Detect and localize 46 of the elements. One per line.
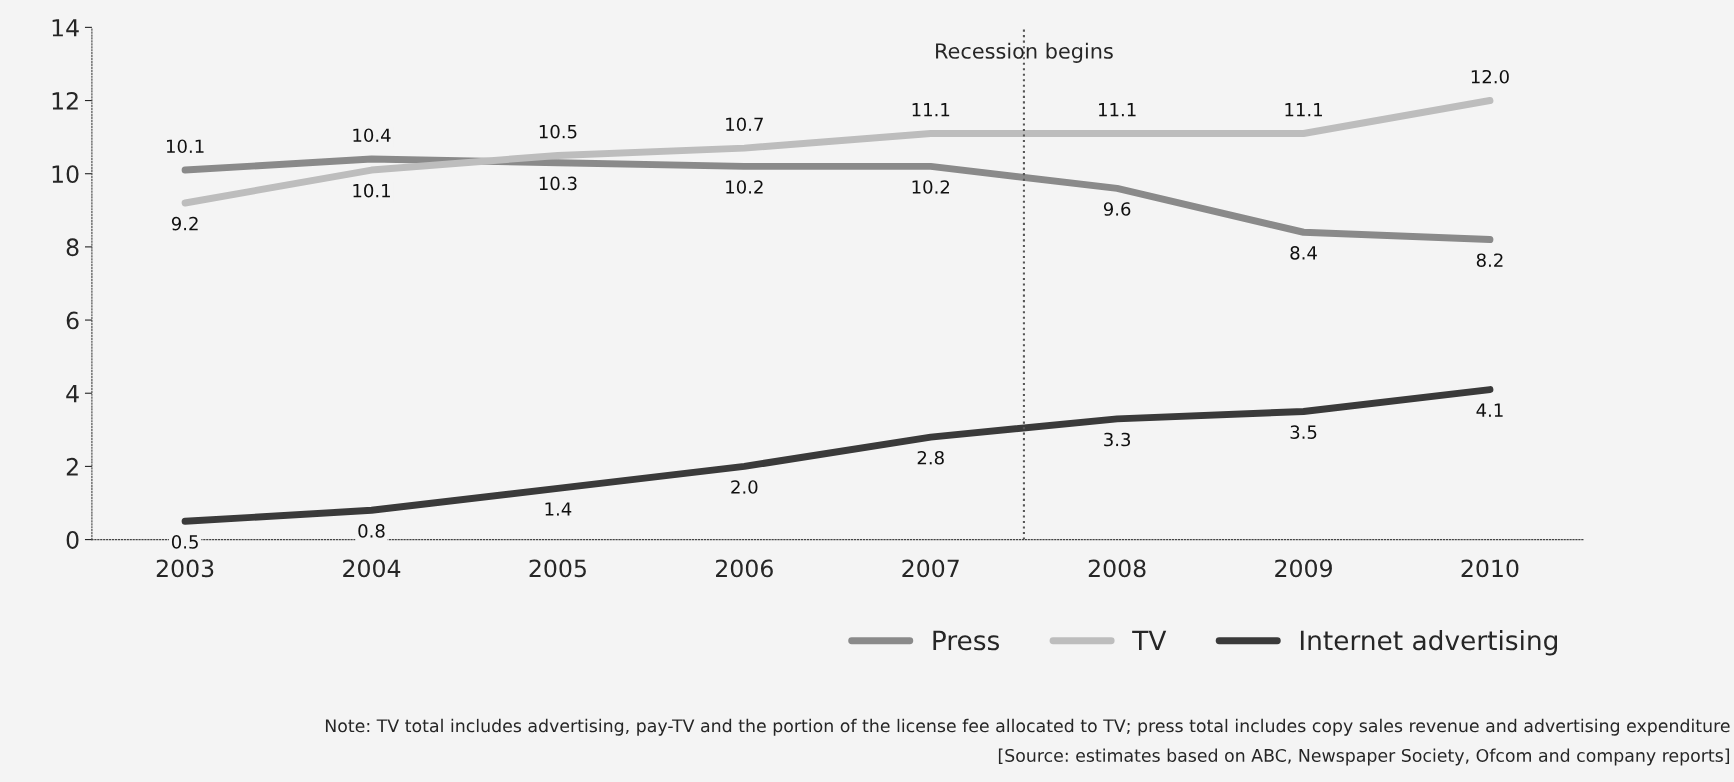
data-label: 10.2 [912,180,950,194]
data-label: 0.8 [358,524,385,538]
data-label: 3.3 [1104,432,1131,447]
data-label: 10.2 [726,180,763,194]
y-tick-label: 10 [52,165,79,184]
y-tick-label: 12 [52,91,78,110]
x-tick-label: 2007 [902,559,959,578]
data-label: 11.1 [1285,103,1322,117]
y-tick-label: 4 [66,384,79,403]
data-label: 3.5 [1290,425,1317,439]
data-label: 4.1 [1476,403,1503,417]
x-tick-label: 2009 [1275,559,1332,578]
data-label: 10.5 [539,124,577,139]
text: Note: TV total includes advertising, pay-TV and the portion of the license fee allocated to TV; press total includes copy sales revenue and advertising expenditure [325,718,1730,736]
data-label: 10.1 [353,183,390,198]
data-label: 10.4 [353,128,391,143]
x-tick-label: 2004 [343,559,401,578]
legend-label: Press [933,630,1000,651]
x-tick-label: 2010 [1461,559,1519,578]
data-label: 9.6 [1103,202,1131,216]
text: [Source: estimates based on ABC, Newspaper Society, Ofcom and company reports] [998,748,1730,766]
y-tick-label: 6 [66,311,79,330]
data-label: 10.7 [726,117,763,132]
y-tick-label: 0 [66,531,79,549]
y-tick-label: 14 [52,19,79,37]
x-tick-label: 2003 [156,559,214,578]
data-label: 8.2 [1476,253,1503,268]
x-tick-label: 2006 [716,559,773,578]
data-label: 11.1 [912,103,950,117]
ref-line-label: Recession begins [936,42,1113,63]
data-label: 10.3 [539,176,577,191]
y-tick-label: 2 [66,457,78,476]
data-label: 12.0 [1471,69,1509,84]
data-label: 1.4 [545,502,572,516]
x-tick-label: 2008 [1088,559,1146,578]
data-label: 10.1 [166,139,204,154]
data-label: 9.2 [171,216,198,231]
legend-label: TV [1132,630,1167,650]
data-label: 8.4 [1290,246,1317,260]
data-label: 2.0 [731,480,758,494]
data-label: 2.8 [917,450,944,465]
y-tick-label: 8 [66,238,79,257]
x-tick-label: 2005 [529,559,586,578]
data-label: 11.1 [1099,103,1136,117]
legend-label: Internet advertising [1300,629,1557,656]
data-label: 0.5 [171,535,198,549]
